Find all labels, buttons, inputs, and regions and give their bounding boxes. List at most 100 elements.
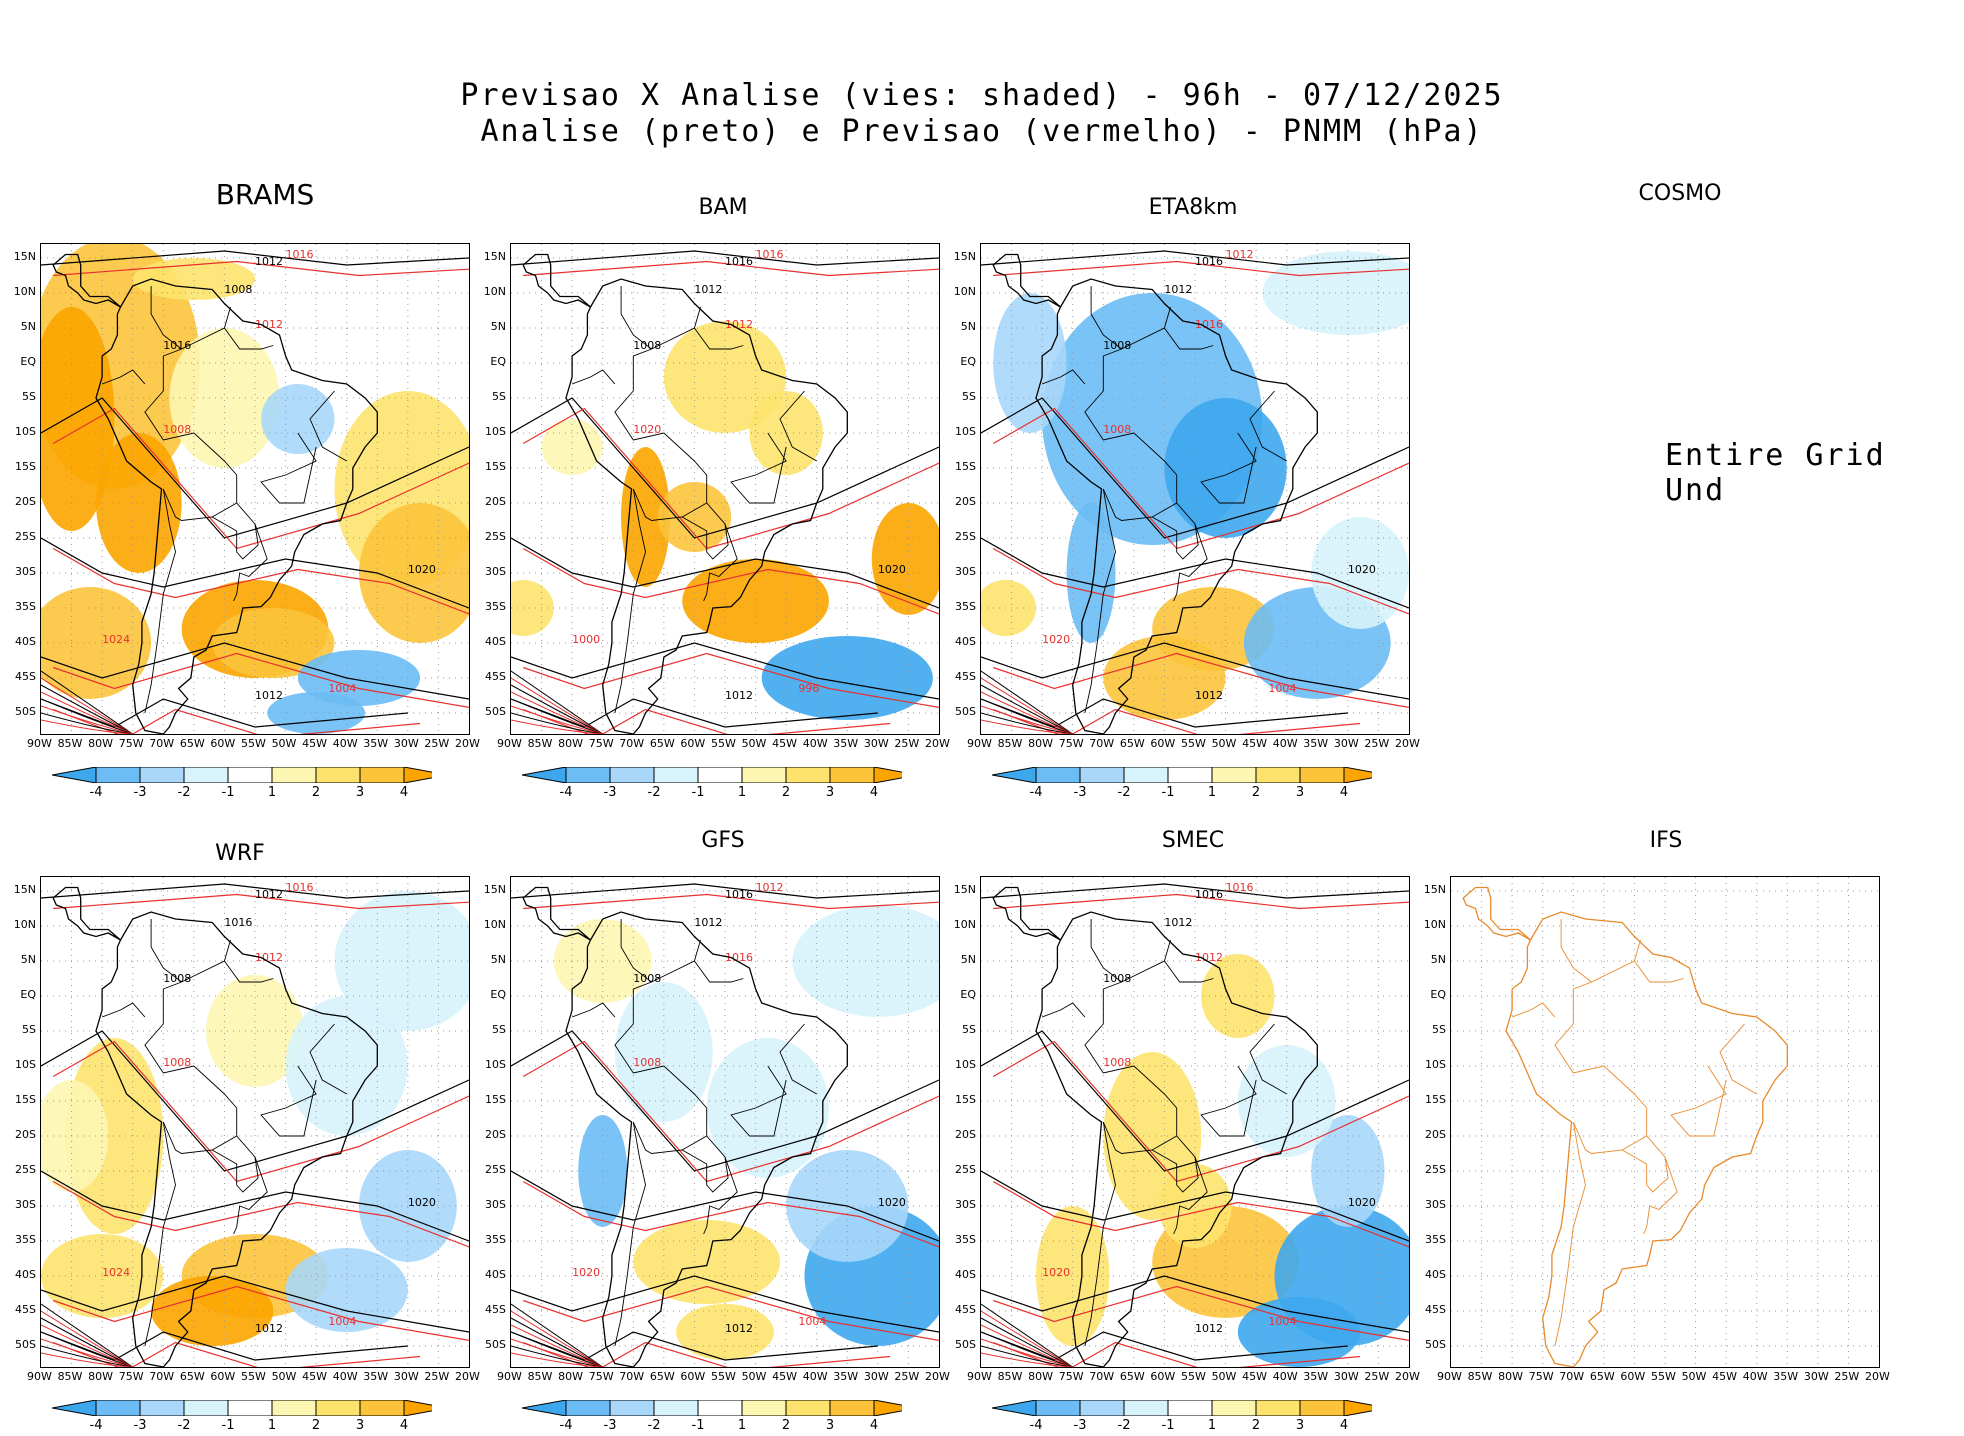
latitude-label: 45S [485, 1303, 506, 1316]
country-border [101, 369, 146, 385]
country-border [260, 1065, 317, 1137]
coastline [1505, 911, 1788, 1367]
colorbar-segment [403, 767, 432, 783]
colorbar-segment [183, 1400, 229, 1416]
colorbar-label: -2 [647, 1418, 661, 1433]
longitude-label: 90W [967, 1370, 992, 1383]
isobar-label-forecast: 1012 [725, 318, 753, 331]
latitude-label: 50S [485, 1338, 506, 1351]
longitude-label: 90W [967, 737, 992, 750]
country-border [309, 390, 347, 462]
forecast-isobar [52, 547, 469, 615]
latitude-label: 5N [20, 953, 36, 966]
latitude-label: 30S [485, 565, 506, 578]
bias-blob [614, 982, 713, 1122]
longitude-label: 30W [1803, 1370, 1829, 1383]
latitude-label: 10S [15, 1058, 36, 1071]
latitude-label: EQ [960, 355, 976, 368]
isobar-label-forecast: 1020 [1042, 1266, 1070, 1279]
country-border [1249, 1023, 1287, 1095]
latitude-label: 10N [953, 918, 976, 931]
longitude-label: 25W [1364, 737, 1390, 750]
isobar-label-analysis: 1012 [725, 1322, 753, 1335]
colorbar-smec [992, 1400, 1372, 1416]
latitude-label: 35S [485, 600, 506, 613]
latitude-label: 20S [485, 1128, 506, 1141]
colorbar-bam [522, 767, 902, 783]
latitude-label: 5N [960, 953, 976, 966]
latitude-label: 50S [15, 705, 36, 718]
bias-blob [41, 587, 152, 699]
colorbar-segment [315, 1400, 361, 1416]
colorbar-segment [609, 767, 655, 783]
bias-blob [212, 608, 335, 678]
latitude-label: 25S [485, 1163, 506, 1176]
colorbar-segment [785, 1400, 831, 1416]
southern-isobar [511, 1310, 603, 1367]
longitude-label: 90W [27, 1370, 52, 1383]
longitude-label: 60W [1620, 1370, 1646, 1383]
colorbar-segment [565, 1400, 611, 1416]
colorbar-label: 3 [825, 785, 835, 800]
latitude-label: 30S [15, 1198, 36, 1211]
colorbar-label: 4 [399, 785, 409, 800]
latitude-label: 25S [15, 530, 36, 543]
southern-isobar [981, 1324, 1073, 1367]
country-border [1084, 488, 1116, 714]
latitude-label: 15N [13, 250, 36, 263]
latitude-label: 25S [485, 530, 506, 543]
longitude-label: 40W [1272, 737, 1298, 750]
longitude-label: 45W [772, 1370, 798, 1383]
colorbar-label: 2 [781, 785, 791, 800]
country-border [1511, 1002, 1556, 1018]
southern-isobar [981, 684, 1073, 734]
longitude-label: 55W [1181, 1370, 1206, 1383]
bias-blob [657, 482, 732, 552]
longitude-label: 30W [863, 1370, 889, 1383]
colorbar-segment [359, 1400, 405, 1416]
isobar-label-forecast: 1020 [1042, 633, 1070, 646]
longitude-label: 80W [1028, 737, 1054, 750]
analysis-isobar [511, 1275, 939, 1333]
longitude-label: 70W [1089, 1370, 1115, 1383]
analysis-isobar [981, 1275, 1409, 1333]
country-border [1090, 919, 1122, 983]
colorbar-label: -2 [1117, 1418, 1131, 1433]
isobar-label-forecast: 1016 [725, 951, 753, 964]
latitude-label: 45S [955, 670, 976, 683]
colorbar-label: 2 [1251, 785, 1261, 800]
colorbar-segment [1211, 767, 1257, 783]
country-border [1084, 306, 1178, 521]
longitude-label: 20W [925, 737, 950, 750]
forecast-isobar [522, 547, 939, 615]
isobar-label-analysis: 1020 [878, 1196, 906, 1209]
latitude-label: 15S [955, 460, 976, 473]
southern-isobar [511, 1345, 603, 1367]
forecast-isobar [523, 652, 939, 709]
southern-isobar [981, 1303, 1073, 1367]
colorbar-segment [1211, 1400, 1257, 1416]
figure-title-line-2: Analise (preto) e Previsao (vermelho) - … [480, 114, 1484, 149]
country-border [144, 1121, 176, 1347]
longitude-label: 35W [363, 737, 389, 750]
country-border [1090, 286, 1122, 350]
bias-blob [1066, 503, 1116, 643]
southern-isobar [981, 1352, 1073, 1367]
longitude-label: 50W [1681, 1370, 1707, 1383]
southern-isobar [981, 719, 1073, 734]
longitude-label: 45W [302, 737, 328, 750]
analysis-isobar [981, 698, 1348, 728]
colorbar-label: 1 [267, 785, 277, 800]
southern-isobar [511, 1331, 603, 1367]
longitude-label: 70W [149, 1370, 175, 1383]
bias-blob [297, 650, 421, 706]
analysis-isobar [511, 537, 939, 609]
longitude-label: 65W [1119, 1370, 1145, 1383]
country-border [309, 1023, 347, 1095]
analysis-isobar [511, 1331, 878, 1361]
country-border [233, 1156, 268, 1235]
latitude-label: 20S [15, 1128, 36, 1141]
latitude-label: 45S [955, 1303, 976, 1316]
isobar-label-forecast: 1008 [633, 1056, 661, 1069]
